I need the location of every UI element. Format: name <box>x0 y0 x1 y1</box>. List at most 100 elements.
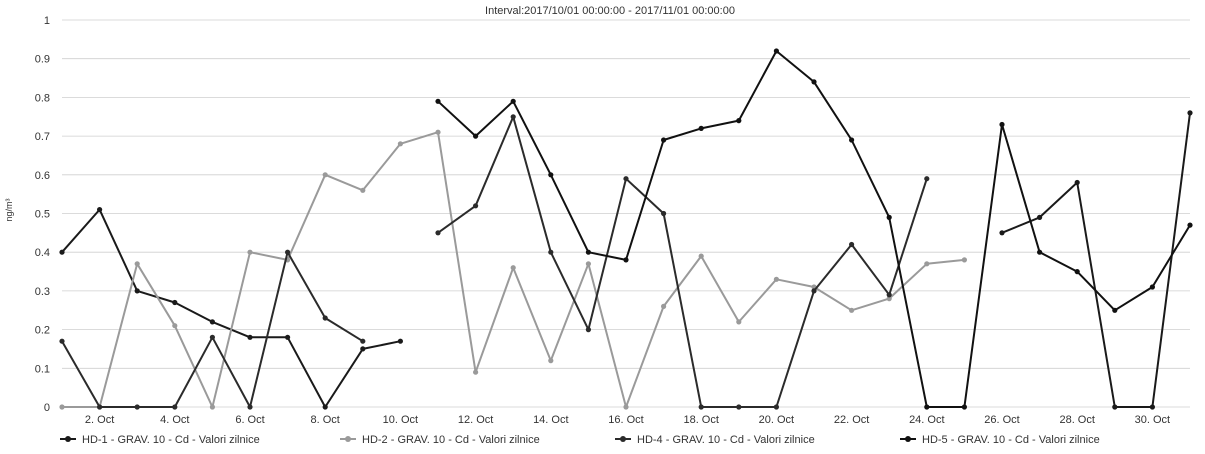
data-point <box>1074 269 1080 275</box>
data-point <box>548 358 554 364</box>
x-tick-label: 28. Oct <box>1059 414 1094 426</box>
data-point <box>473 203 479 209</box>
series-3 <box>435 48 1193 410</box>
legend-label[interactable]: HD-5 - GRAV. 10 - Cd - Valori zilnice <box>922 434 1100 446</box>
data-point <box>322 315 328 321</box>
x-tick-label: 22. Oct <box>834 414 869 426</box>
y-tick-label: 0.7 <box>35 131 50 143</box>
x-tick-labels: 2. Oct 4. Oct 6. Oct 8. Oct 10. Oct 12. Oct 14… <box>85 414 1170 426</box>
data-point <box>247 404 253 410</box>
y-tick-label: 0.3 <box>35 286 50 298</box>
data-point <box>435 129 441 135</box>
y-tick-label: 0.8 <box>35 92 50 104</box>
legend-label[interactable]: HD-1 - GRAV. 10 - Cd - Valori zilnice <box>82 434 260 446</box>
y-tick-label: 0.1 <box>35 363 50 375</box>
x-tick-label: 4. Oct <box>160 414 189 426</box>
data-point <box>134 288 140 294</box>
y-tick-label: 0 <box>44 402 50 414</box>
data-point <box>849 241 855 248</box>
data-point <box>134 404 140 410</box>
data-point <box>961 257 968 263</box>
x-tick-label: 8. Oct <box>311 414 340 426</box>
data-point <box>209 319 215 325</box>
data-point <box>360 338 366 344</box>
data-point <box>924 261 930 267</box>
y-tick-label: 0.9 <box>35 54 50 66</box>
legend-swatch-marker <box>905 436 911 442</box>
x-tick-label: 16. Oct <box>608 414 643 426</box>
data-point <box>59 338 65 344</box>
data-point <box>849 137 855 143</box>
data-point <box>510 98 516 104</box>
data-point <box>473 369 479 375</box>
data-point <box>773 404 780 410</box>
data-point <box>811 79 817 85</box>
data-point <box>1187 222 1193 228</box>
data-point <box>510 265 516 271</box>
data-point <box>698 404 704 410</box>
data-point <box>322 404 328 410</box>
data-point <box>811 288 817 294</box>
chart-title: Interval:2017/10/01 00:00:00 - 2017/11/0… <box>485 5 735 17</box>
x-tick-label: 2. Oct <box>85 414 114 426</box>
x-tick-label: 30. Oct <box>1135 414 1170 426</box>
series-layer <box>59 48 1193 410</box>
series-line <box>437 115 928 408</box>
data-point <box>661 303 667 309</box>
data-point <box>97 404 103 410</box>
data-point <box>548 249 554 255</box>
data-point <box>773 276 780 282</box>
data-point <box>397 141 403 147</box>
x-tick-label: 18. Oct <box>683 414 718 426</box>
x-tick-label: 10. Oct <box>383 414 418 426</box>
data-point <box>585 327 592 333</box>
data-point <box>360 187 366 193</box>
data-point <box>736 404 742 410</box>
data-point <box>849 307 855 313</box>
data-point <box>924 176 930 182</box>
data-point <box>886 292 892 298</box>
legend-swatch-marker <box>620 436 626 442</box>
data-point <box>661 137 667 143</box>
y-tick-labels: 0 0.1 0.2 0.3 0.4 0.5 0.6 0.7 0.8 0.9 1 <box>35 15 50 414</box>
data-point <box>435 230 441 236</box>
x-tick-label: 12. Oct <box>458 414 493 426</box>
data-point <box>473 133 479 139</box>
legend-swatch-marker <box>65 436 71 442</box>
data-point <box>172 323 178 329</box>
legend-label[interactable]: HD-4 - GRAV. 10 - Cd - Valori zilnice <box>637 434 815 446</box>
data-point <box>698 125 704 131</box>
y-tick-label: 1 <box>44 15 50 27</box>
x-tick-label: 24. Oct <box>909 414 944 426</box>
data-point <box>209 404 215 410</box>
data-point <box>1037 249 1043 255</box>
data-point <box>886 214 892 220</box>
series-line <box>437 50 1191 408</box>
legend-label[interactable]: HD-2 - GRAV. 10 - Cd - Valori zilnice <box>362 434 540 446</box>
data-point <box>285 249 291 255</box>
x-tick-label: 20. Oct <box>759 414 794 426</box>
data-point <box>548 172 554 178</box>
y-tick-label: 0.6 <box>35 170 50 182</box>
data-point <box>999 230 1005 236</box>
data-point <box>1112 404 1118 410</box>
data-point <box>134 261 140 267</box>
data-point <box>59 404 65 410</box>
y-axis-label: ng/m³ <box>4 198 14 221</box>
data-point <box>623 176 629 182</box>
data-point <box>435 98 441 104</box>
data-point <box>285 334 291 340</box>
data-point <box>736 319 742 325</box>
data-point <box>209 334 215 340</box>
x-tick-label: 26. Oct <box>984 414 1019 426</box>
legend-swatch-marker <box>345 436 351 442</box>
data-point <box>1112 307 1118 313</box>
data-point <box>698 253 704 259</box>
data-point <box>247 249 253 255</box>
data-point <box>585 249 592 255</box>
data-point <box>360 346 366 352</box>
data-point <box>1037 214 1043 220</box>
data-point <box>736 118 742 124</box>
series-line <box>61 208 401 408</box>
